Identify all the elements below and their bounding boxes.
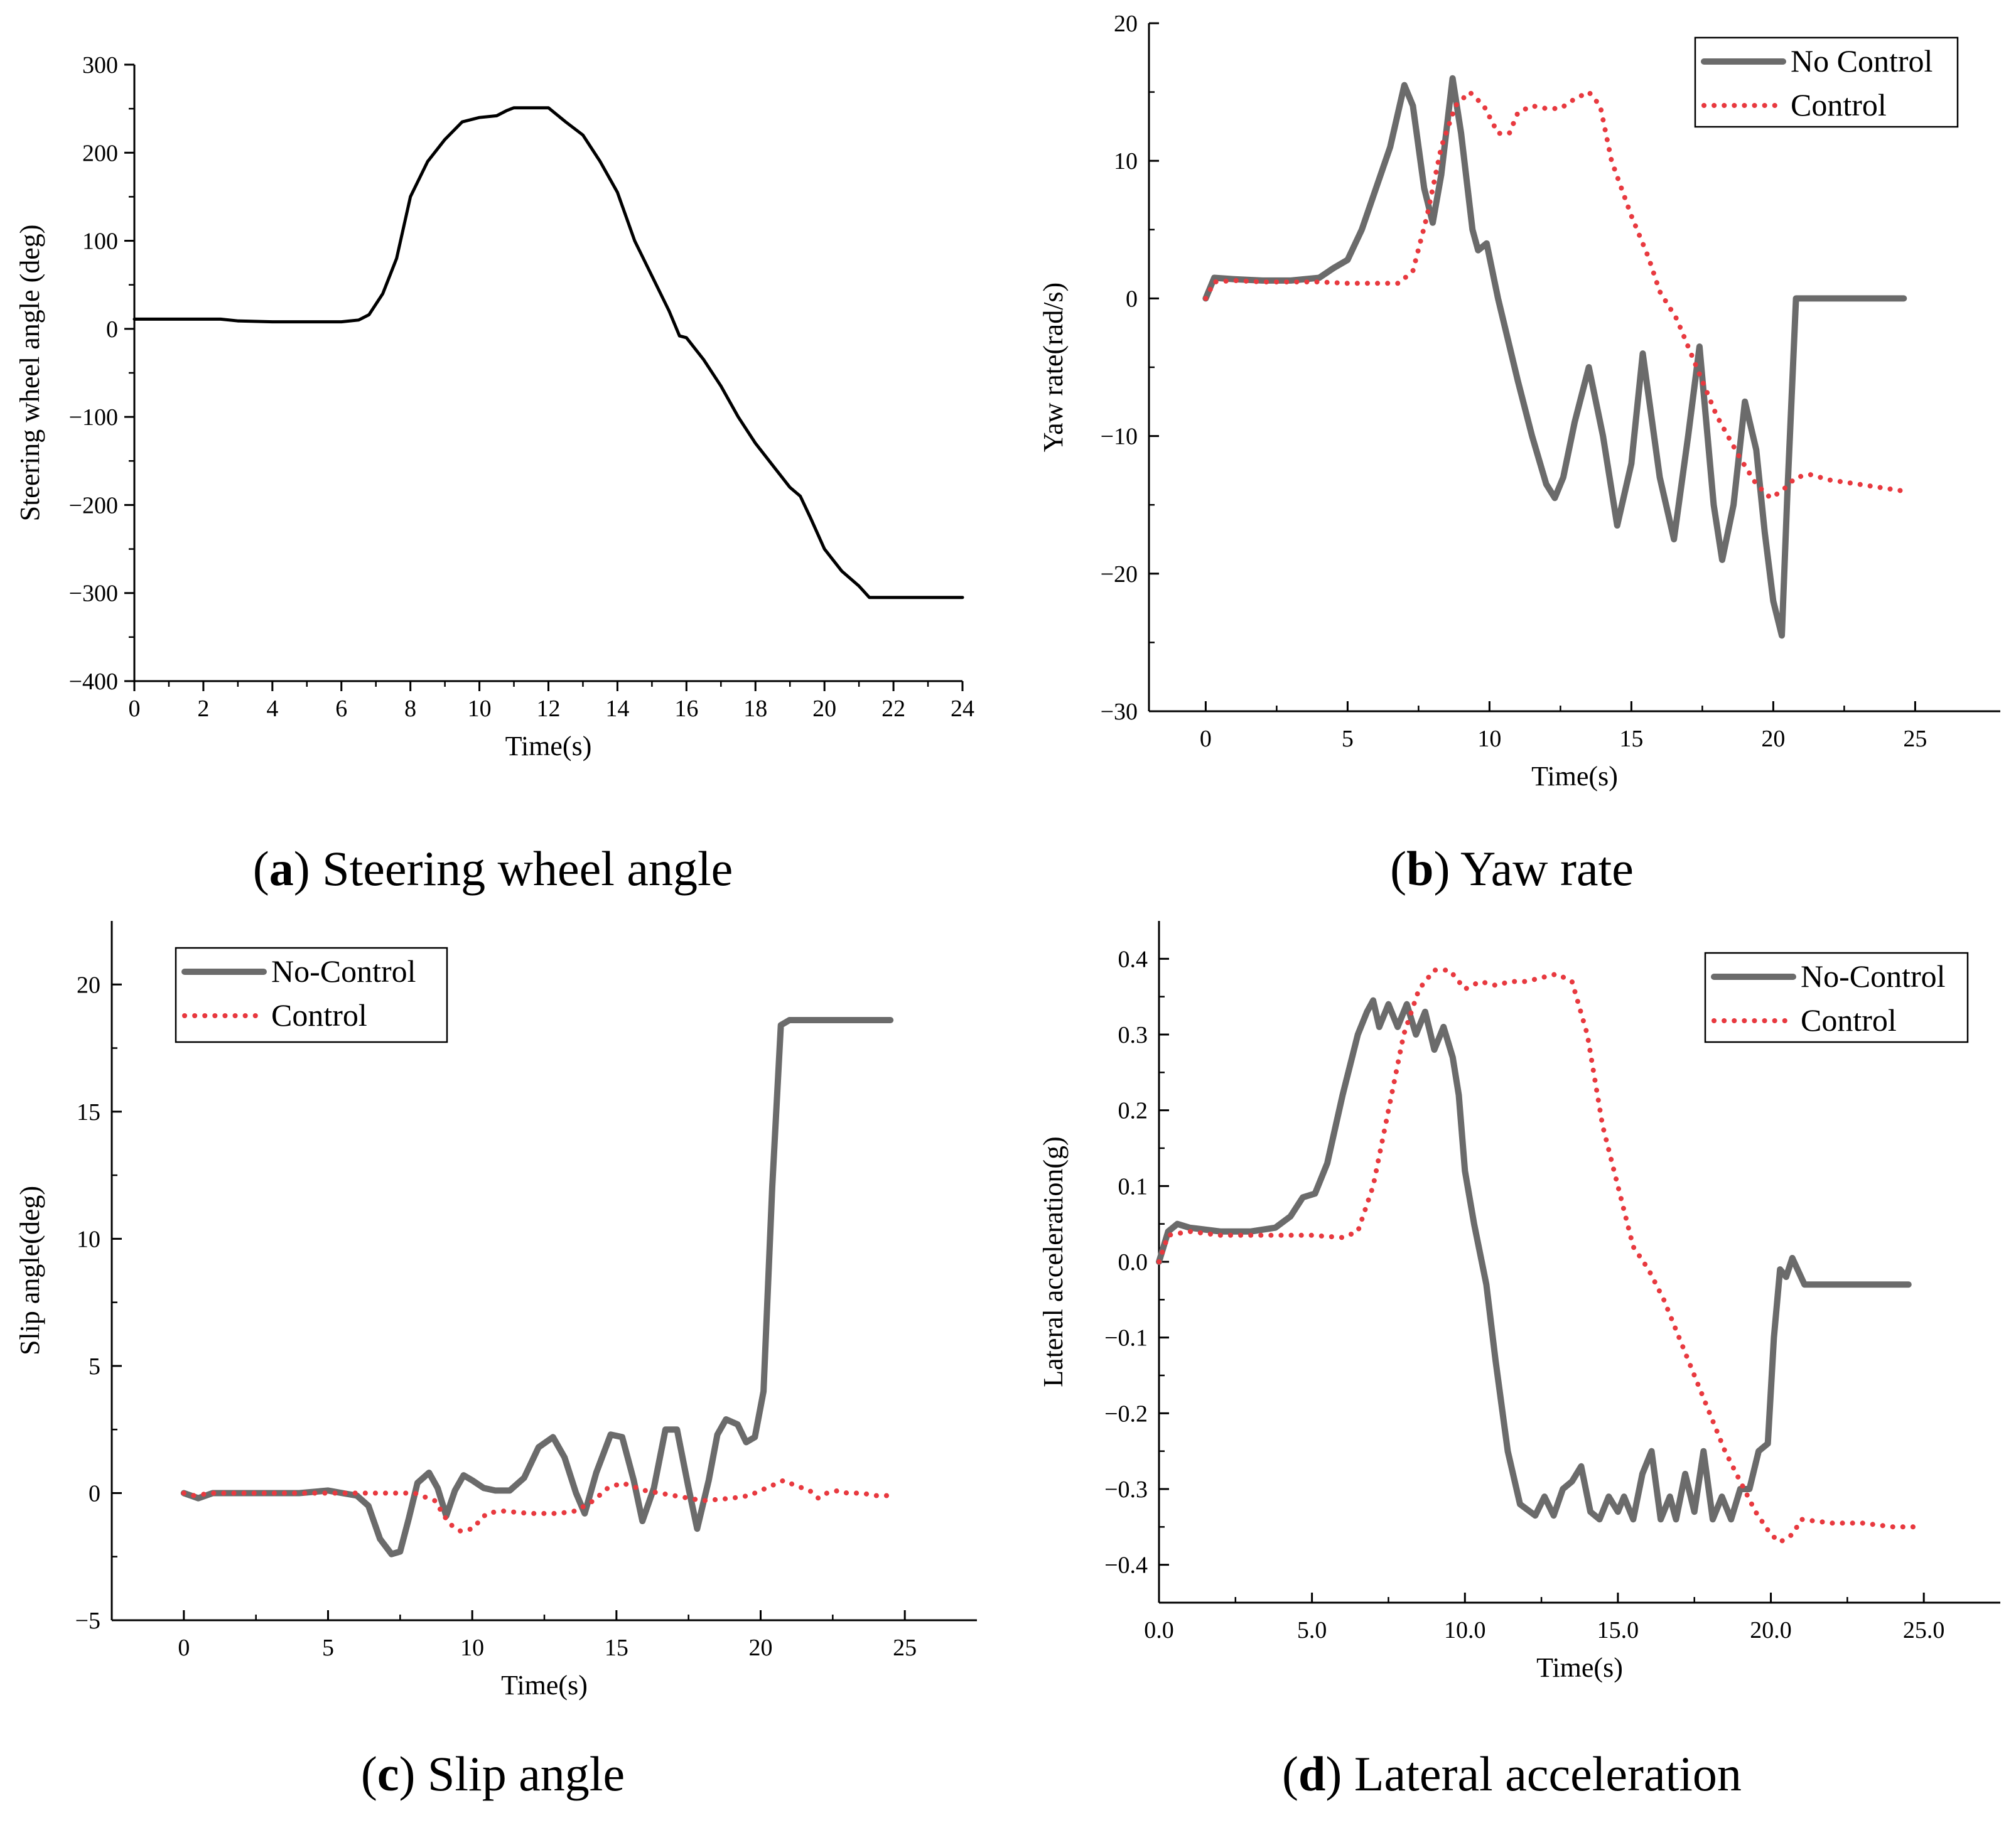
y-tick-label-a: −300 <box>69 581 118 607</box>
series-line-a-main <box>132 106 964 600</box>
series-line-c-control <box>181 1478 893 1534</box>
x-tick-label-d: 20.0 <box>1750 1617 1792 1643</box>
caption-c: (c) Slip angle <box>361 1746 625 1801</box>
x-tick-label-a: 4 <box>266 696 278 722</box>
y-tick-label-b: 0 <box>1126 286 1138 312</box>
y-tick-label-a: −100 <box>69 404 118 431</box>
series-line-d-control <box>1156 967 1921 1545</box>
y-axis-label-d: Lateral acceleration(g) <box>1038 1136 1069 1387</box>
x-tick-label-c: 20 <box>749 1635 773 1661</box>
y-tick-label-d: −0.3 <box>1104 1476 1148 1503</box>
y-tick-label-a: −400 <box>69 669 118 695</box>
x-tick-label-b: 10 <box>1477 726 1501 752</box>
x-tick-label-d: 10.0 <box>1444 1617 1486 1643</box>
x-tick-label-a: 0 <box>129 696 141 722</box>
x-tick-label-a: 10 <box>468 696 492 722</box>
legend-label-d: Control <box>1801 1003 1897 1038</box>
x-tick-label-a: 18 <box>743 696 767 722</box>
y-tick-label-b: −10 <box>1101 424 1138 450</box>
x-tick-label-b: 25 <box>1903 726 1927 752</box>
x-tick-label-a: 14 <box>605 696 629 722</box>
y-tick-label-d: 0.2 <box>1118 1098 1148 1124</box>
y-tick-label-c: 15 <box>77 1099 100 1126</box>
y-tick-label-d: 0.0 <box>1118 1249 1148 1276</box>
x-tick-label-b: 15 <box>1619 726 1643 752</box>
y-tick-label-a: −200 <box>69 492 118 519</box>
panel-d: 0.0 5.0 10.0 15.0 20.0 25.0 −0.4 −0.3 −0.2 −0.1 0.… <box>1038 921 2000 1683</box>
y-tick-label-b: 20 <box>1114 11 1138 37</box>
x-tick-label-d: 25.0 <box>1903 1617 1945 1643</box>
x-tick-label-b: 0 <box>1200 726 1212 752</box>
legend-label-c: No-Control <box>271 954 416 989</box>
y-tick-label-b: −30 <box>1101 699 1138 725</box>
series-line-d-no-control <box>1156 997 1912 1523</box>
legend-c: No-Control Control <box>175 947 448 1043</box>
panel-a: 0 2 4 6 8 10 12 14 16 18 20 22 24−400−300−200−100010… <box>14 52 974 761</box>
panel-c: 0 5 10 15 20 25 −5 0 5 10 15 20 Time(s) Slip angle(de… <box>14 921 977 1701</box>
y-tick-label-a: 100 <box>82 229 118 255</box>
x-tick-label-a: 20 <box>812 696 836 722</box>
series-line-b-no-control <box>1202 75 1907 639</box>
legend-b: No Control Control <box>1694 36 1959 128</box>
x-tick-label-c: 0 <box>178 1635 190 1661</box>
x-tick-label-a: 6 <box>335 696 347 722</box>
caption-b: (b) Yaw rate <box>1390 841 1634 896</box>
x-tick-label-a: 22 <box>881 696 905 722</box>
legend-d: No-Control Control <box>1704 952 1969 1043</box>
x-tick-label-d: 15.0 <box>1597 1617 1639 1643</box>
x-axis-label-a: Time(s) <box>505 731 592 761</box>
x-axis-label-d: Time(s) <box>1536 1652 1623 1683</box>
x-tick-label-c: 10 <box>460 1635 484 1661</box>
x-tick-label-a: 16 <box>674 696 698 722</box>
x-tick-label-a: 8 <box>404 696 416 722</box>
series-line-b-control <box>1203 89 1907 501</box>
y-tick-label-d: 0.1 <box>1118 1173 1148 1200</box>
y-tick-label-d: −0.1 <box>1104 1325 1148 1352</box>
caption-a: (a) Steering wheel angle <box>253 841 733 896</box>
legend-box-d <box>1704 952 1969 1043</box>
y-tick-label-c: 0 <box>89 1480 100 1507</box>
legend-label-d: No-Control <box>1801 959 1946 994</box>
legend-box-b <box>1694 36 1959 128</box>
y-tick-label-d: −0.4 <box>1104 1552 1148 1579</box>
x-tick-label-b: 20 <box>1761 726 1785 752</box>
y-tick-label-c: −5 <box>75 1608 100 1634</box>
x-tick-label-c: 25 <box>893 1635 917 1661</box>
x-tick-label-a: 2 <box>197 696 209 722</box>
x-tick-label-b: 5 <box>1342 726 1354 752</box>
x-tick-label-a: 24 <box>951 696 974 722</box>
y-axis-label-a: Steering wheel angle (deg) <box>14 225 45 522</box>
x-axis-label-b: Time(s) <box>1531 761 1618 792</box>
y-tick-label-a: 0 <box>106 316 118 343</box>
x-tick-label-c: 5 <box>322 1635 334 1661</box>
legend-label-b: No Control <box>1791 43 1932 78</box>
x-axis-label-c: Time(s) <box>501 1670 588 1701</box>
legend-label-b: Control <box>1791 87 1887 122</box>
y-tick-label-d: 0.3 <box>1118 1022 1148 1048</box>
y-axis-label-c: Slip angle(deg) <box>14 1186 45 1355</box>
caption-d: (d) Lateral acceleration <box>1282 1746 1742 1801</box>
x-tick-label-d: 0.0 <box>1144 1617 1174 1643</box>
y-tick-label-c: 10 <box>77 1226 100 1252</box>
y-axis-label-b: Yaw rate(rad/s) <box>1038 282 1069 452</box>
y-tick-label-d: 0.4 <box>1118 946 1148 972</box>
legend-label-c: Control <box>271 998 367 1033</box>
y-tick-label-c: 5 <box>89 1353 100 1380</box>
series-line-c-no-control <box>180 1017 894 1557</box>
y-tick-label-d: −0.2 <box>1104 1401 1148 1427</box>
x-tick-label-c: 15 <box>605 1635 628 1661</box>
y-tick-label-c: 20 <box>77 972 100 998</box>
y-tick-label-a: 300 <box>82 52 118 78</box>
y-tick-label-b: 10 <box>1114 148 1138 175</box>
panel-b: 0 5 10 15 20 25 −30 −20 −10 0 10 20 Time(s) Yaw rate(… <box>1038 11 2000 792</box>
x-tick-label-d: 5.0 <box>1297 1617 1327 1643</box>
x-tick-label-a: 12 <box>537 696 561 722</box>
legend-box-c <box>175 947 448 1043</box>
y-tick-label-a: 200 <box>82 140 118 166</box>
y-tick-label-b: −20 <box>1101 561 1138 588</box>
